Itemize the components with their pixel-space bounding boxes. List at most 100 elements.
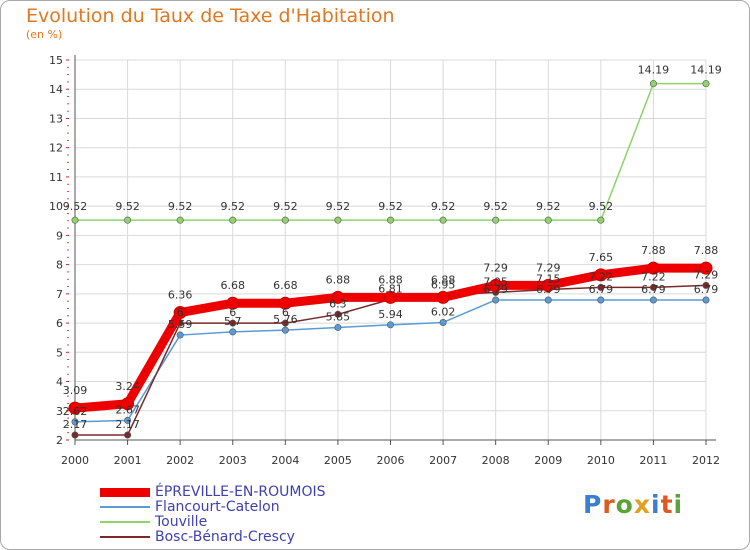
data-point	[702, 296, 710, 304]
legend-label: Flancourt-Catelon	[155, 499, 280, 515]
data-point	[278, 296, 292, 310]
data-point	[492, 216, 500, 224]
logo-letter: P	[583, 490, 603, 519]
data-label: 6.81	[378, 282, 403, 295]
data-point	[71, 431, 79, 439]
data-point	[699, 261, 713, 275]
data-point	[597, 296, 605, 304]
y-tick-label: 13	[49, 112, 63, 125]
y-tick-label: 4	[56, 376, 63, 389]
y-tick-label: 5	[56, 346, 63, 359]
data-label: 3.24	[115, 380, 140, 393]
data-label: 6.88	[431, 273, 456, 286]
data-label: 14.19	[638, 64, 670, 77]
data-label: 9.52	[221, 200, 246, 213]
legend-swatch	[100, 536, 150, 538]
logo-letter: r	[602, 490, 616, 519]
data-label: 2.62	[63, 405, 88, 418]
data-point	[334, 216, 342, 224]
data-point	[229, 328, 237, 336]
data-point	[281, 216, 289, 224]
data-label: 7.22	[641, 270, 666, 283]
data-label: 7.29	[694, 268, 719, 281]
data-label: 6.36	[168, 289, 193, 302]
x-tick-label: 2001	[114, 454, 142, 467]
legend-label: Touville	[155, 514, 208, 530]
data-point	[646, 261, 660, 275]
data-label: 6.79	[536, 283, 561, 296]
data-point	[489, 278, 503, 292]
data-label: 9.52	[63, 200, 88, 213]
data-label: 7.65	[589, 251, 614, 264]
y-tick-label: 7	[56, 288, 63, 301]
data-point	[492, 296, 500, 304]
data-point	[649, 80, 657, 88]
data-label: 14.19	[690, 64, 722, 77]
logo-letter: x	[633, 490, 651, 519]
data-label: 5.94	[378, 308, 403, 321]
data-point	[334, 310, 342, 318]
y-tick-label: 11	[49, 171, 63, 184]
data-label: 9.52	[115, 200, 140, 213]
data-point	[541, 278, 555, 292]
data-label: 7.22	[589, 270, 614, 283]
data-label: 6.79	[641, 283, 666, 296]
x-tick-label: 2012	[692, 454, 720, 467]
data-label: 5.59	[168, 318, 193, 331]
data-label: 5.76	[273, 313, 298, 326]
x-tick-label: 2010	[587, 454, 615, 467]
legend-swatch	[100, 521, 150, 523]
data-label: 6.88	[378, 273, 403, 286]
data-label: 6	[177, 306, 184, 319]
data-label: 2.67	[115, 403, 140, 416]
data-point	[544, 216, 552, 224]
y-tick-label: 3	[56, 405, 63, 418]
x-tick-label: 2005	[324, 454, 352, 467]
data-label: 6.79	[483, 283, 508, 296]
proxiti-logo: Proxiti	[583, 490, 683, 519]
data-point	[702, 281, 710, 289]
series-layer	[68, 80, 713, 439]
data-label: 6.95	[431, 278, 456, 291]
data-point	[281, 326, 289, 334]
x-tick-label: 2004	[271, 454, 299, 467]
x-tick-label: 2002	[166, 454, 194, 467]
data-label: 9.52	[378, 200, 403, 213]
x-tick-label: 2000	[61, 454, 89, 467]
legend-label: Bosc-Bénard-Crescy	[155, 529, 295, 545]
data-point	[649, 296, 657, 304]
legend-label: ÉPREVILLE-EN-ROUMOIS	[155, 484, 326, 500]
data-point	[68, 401, 82, 415]
data-label: 6.88	[326, 273, 351, 286]
data-point	[229, 216, 237, 224]
legend-swatch	[100, 506, 150, 508]
data-label: 2.17	[115, 418, 140, 431]
data-labels: 3.09 3.246.366.68 6.68 6.88 6.88 6.887.29 7.29…	[63, 64, 722, 431]
data-point	[176, 216, 184, 224]
data-label: 7.29	[483, 261, 508, 274]
data-label: 9.52	[536, 200, 561, 213]
data-point	[439, 318, 447, 326]
data-label: 3.09	[63, 384, 88, 397]
data-point	[124, 216, 132, 224]
data-label: 5.7	[224, 315, 242, 328]
data-label: 6.79	[694, 283, 719, 296]
data-point	[331, 290, 345, 304]
data-point	[281, 319, 289, 327]
data-label: 9.52	[431, 200, 456, 213]
data-label: 7.05	[483, 275, 508, 288]
data-label: 9.52	[326, 200, 351, 213]
x-tick-label: 2009	[534, 454, 562, 467]
data-label: 5.85	[326, 310, 351, 323]
data-label: 6.3	[329, 297, 347, 310]
data-label: 6	[282, 306, 289, 319]
data-point	[176, 331, 184, 339]
logo-letter: i	[673, 490, 684, 519]
data-point	[597, 216, 605, 224]
data-label: 6.02	[431, 305, 456, 318]
y-tick-label: 6	[56, 317, 63, 330]
logo-letter: i	[651, 490, 661, 519]
data-label: 9.52	[273, 200, 298, 213]
x-tick-label: 2007	[429, 454, 457, 467]
